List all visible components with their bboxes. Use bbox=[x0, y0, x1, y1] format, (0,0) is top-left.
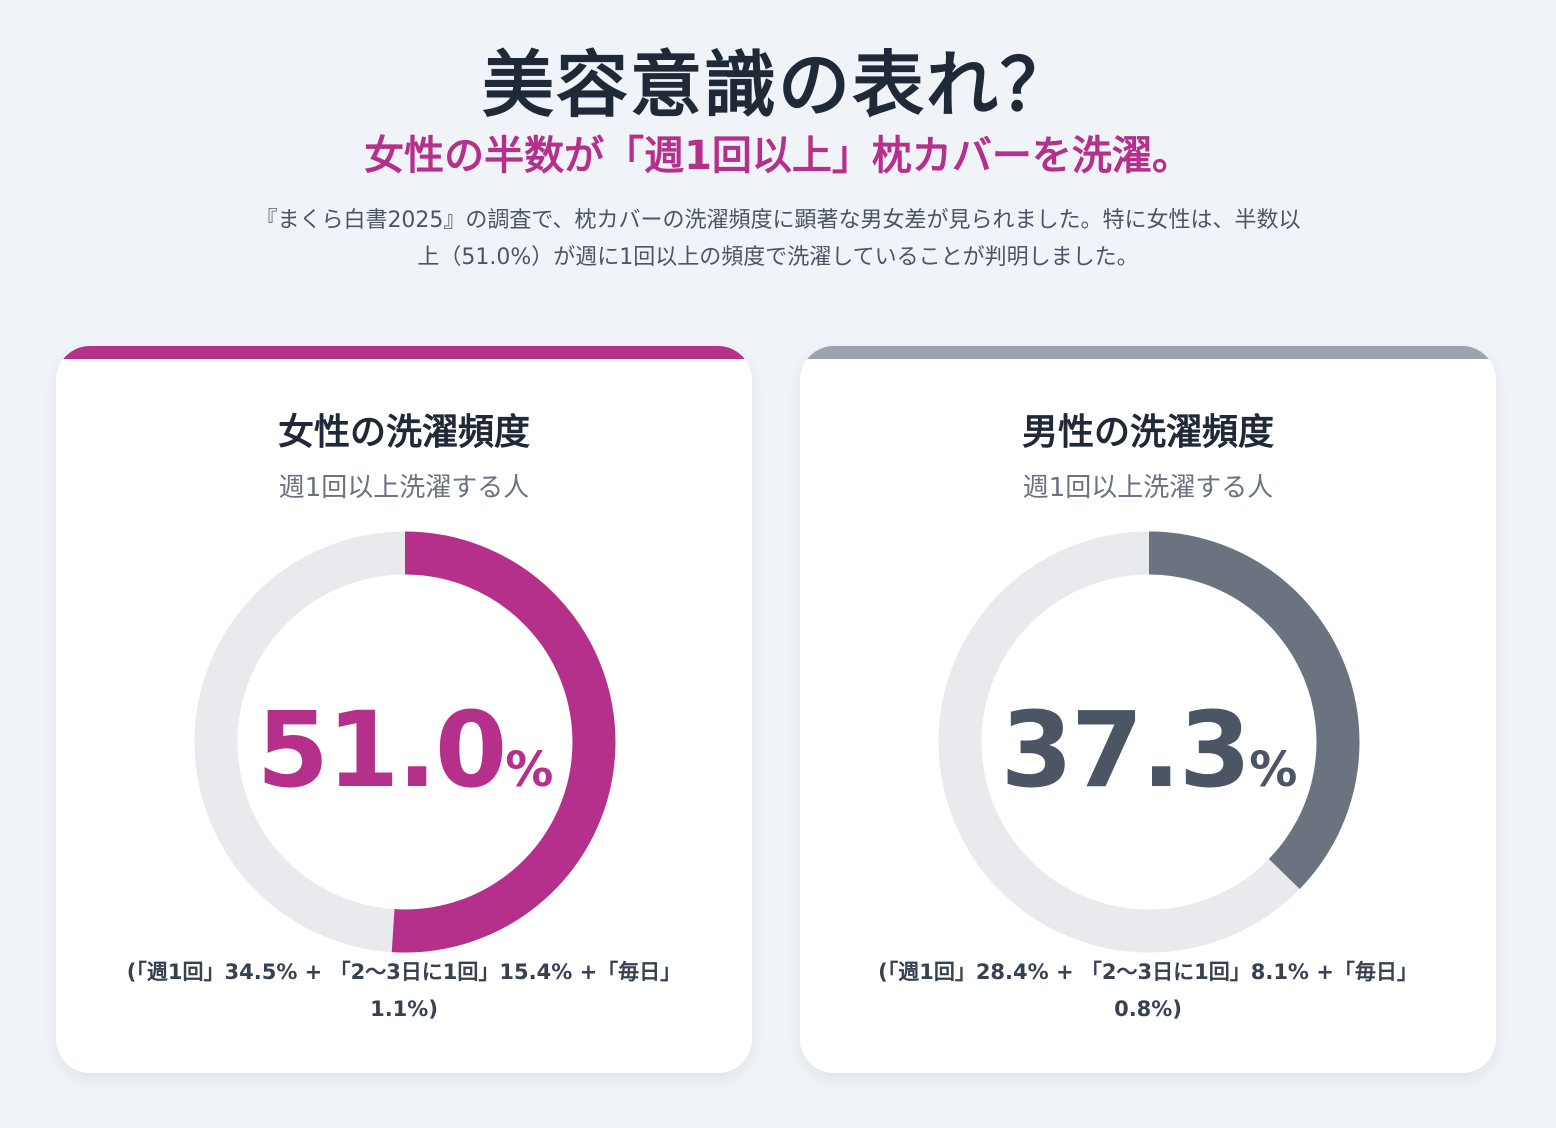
female-card-subtitle: 週1回以上洗濯する人 bbox=[278, 473, 530, 503]
female-donut-chart bbox=[194, 531, 616, 953]
male-donut-arc bbox=[1148, 531, 1360, 889]
male-breakdown-line-2: 0.8%) bbox=[1114, 997, 1182, 1021]
male-percent-value: 37.3% bbox=[938, 690, 1360, 841]
male-donut-chart bbox=[938, 531, 1360, 953]
page-subtitle: 女性の半数が「週1回以上」枕カバーを洗濯。 bbox=[364, 133, 1192, 179]
male-breakdown-note: (「週1回」28.4% + 「2〜3日に1回」8.1% +「毎日」 0.8%) bbox=[800, 954, 1496, 1028]
male-percent-number: 37.3 bbox=[1000, 689, 1252, 811]
male-breakdown-line-1: (「週1回」28.4% + 「2〜3日に1回」8.1% +「毎日」 bbox=[878, 960, 1418, 984]
female-breakdown-note: (「週1回」34.5% + 「2〜3日に1回」15.4% +「毎日」 1.1%) bbox=[56, 954, 752, 1028]
female-percent-number: 51.0 bbox=[256, 689, 508, 811]
description-line-2: 上（51.0%）が週に1回以上の頻度で洗濯していることが判明しました。 bbox=[417, 245, 1139, 270]
male-card bbox=[800, 346, 1496, 1073]
female-percent-unit: % bbox=[505, 742, 554, 798]
female-breakdown-line-1: (「週1回」34.5% + 「2〜3日に1回」15.4% +「毎日」 bbox=[126, 960, 682, 984]
female-donut-arc bbox=[391, 531, 616, 953]
female-breakdown-line-2: 1.1%) bbox=[370, 997, 438, 1021]
male-card-subtitle: 週1回以上洗濯する人 bbox=[1022, 473, 1274, 503]
female-card-accent bbox=[56, 346, 752, 359]
female-percent-value: 51.0% bbox=[194, 690, 616, 841]
male-card-title: 男性の洗濯頻度 bbox=[1021, 412, 1274, 453]
page-title: 美容意識の表れ？ bbox=[481, 43, 1074, 127]
male-percent-unit: % bbox=[1249, 742, 1298, 798]
male-card-accent bbox=[800, 346, 1496, 359]
female-card-title: 女性の洗濯頻度 bbox=[277, 412, 530, 453]
description-line-1: 『まくら白書2025』の調査で、枕カバーの洗濯頻度に顕著な男女差が見られました。… bbox=[255, 208, 1301, 233]
page-description: 『まくら白書2025』の調査で、枕カバーの洗濯頻度に顕著な男女差が見られました。… bbox=[188, 202, 1368, 276]
